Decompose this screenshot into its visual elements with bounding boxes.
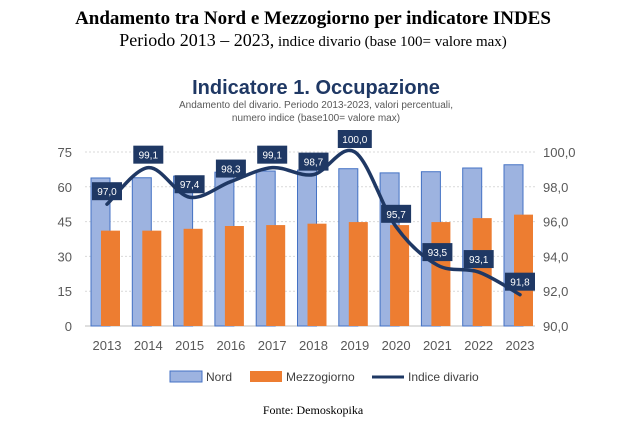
bar-mezzogiorno xyxy=(348,222,368,326)
data-label-box xyxy=(505,272,535,291)
legend-label-nord: Nord xyxy=(206,370,232,384)
x-axis-tick: 2020 xyxy=(382,338,411,353)
data-label-box xyxy=(92,182,122,201)
bar-mezzogiorno xyxy=(224,226,244,326)
data-label: 95,7 xyxy=(386,210,406,221)
legend-swatch-mezzogiorno xyxy=(250,371,282,382)
bar-mezzogiorno xyxy=(514,214,533,326)
x-axis-tick: 2015 xyxy=(175,338,204,353)
data-label: 100,0 xyxy=(342,135,367,146)
bar-mezzogiorno xyxy=(431,222,451,326)
data-label-box xyxy=(174,175,205,194)
data-label-box xyxy=(463,250,494,269)
x-axis-tick: 2022 xyxy=(464,338,493,353)
bar-mezzogiorno xyxy=(101,230,120,326)
right-axis-tick: 100,0 xyxy=(543,145,576,160)
left-axis-tick: 0 xyxy=(65,319,72,334)
data-label: 91,8 xyxy=(510,278,530,289)
left-axis-tick: 15 xyxy=(58,284,72,299)
right-axis-tick: 96,0 xyxy=(543,215,568,230)
left-axis-tick: 45 xyxy=(58,215,72,230)
chart-subtitle-2: numero indice (base100= valore max) xyxy=(232,113,400,124)
bar-mezzogiorno xyxy=(390,225,410,326)
bar-mezzogiorno xyxy=(142,230,162,326)
chart-subtitle-1: Andamento del divario. Periodo 2013-2023… xyxy=(179,100,453,111)
x-axis-tick: 2017 xyxy=(258,338,287,353)
legend: Nord Mezzogiorno Indice divario xyxy=(169,370,479,384)
chart: Indicatore 1. Occupazione Andamento del … xyxy=(58,77,576,384)
data-label: 97,4 xyxy=(180,180,200,191)
legend-label-mezzogiorno: Mezzogiorno xyxy=(286,370,355,384)
data-label: 98,3 xyxy=(221,165,241,176)
data-label-box xyxy=(337,130,372,148)
bar-mezzogiorno xyxy=(183,228,203,326)
data-label-box xyxy=(381,204,412,223)
data-label-box xyxy=(298,152,329,171)
chart-title: Indicatore 1. Occupazione xyxy=(192,77,440,99)
x-axis-tick: 2013 xyxy=(93,338,122,353)
x-axis-tick: 2021 xyxy=(423,338,452,353)
data-label: 99,1 xyxy=(139,151,159,162)
data-label-box xyxy=(215,159,246,178)
legend-swatch-nord xyxy=(169,370,203,383)
bar-mezzogiorno xyxy=(266,225,286,326)
data-label-box xyxy=(257,145,288,164)
data-label-box xyxy=(422,243,453,262)
data-label-box xyxy=(133,145,164,164)
x-axis-tick: 2023 xyxy=(506,338,535,353)
data-label: 99,1 xyxy=(262,151,282,162)
source-note: Fonte: Demoskopika xyxy=(262,403,364,417)
x-axis-tick: 2018 xyxy=(299,338,328,353)
data-label: 98,7 xyxy=(304,158,324,169)
left-axis-tick: 30 xyxy=(58,249,72,264)
right-axis-tick: 94,0 xyxy=(543,249,568,264)
x-axis-tick: 2019 xyxy=(340,338,369,353)
right-axis-tick: 98,0 xyxy=(543,180,568,195)
figure-title: Andamento tra Nord e Mezzogiorno per ind… xyxy=(75,8,551,29)
right-axis-tick: 92,0 xyxy=(543,284,568,299)
bar-mezzogiorno xyxy=(307,223,327,326)
right-axis-tick: 90,0 xyxy=(543,319,568,334)
subtitle-main: Periodo 2013 – 2023, xyxy=(119,30,275,50)
x-axis-tick: 2014 xyxy=(134,338,163,353)
data-label: 93,5 xyxy=(428,248,448,259)
left-axis-tick: 60 xyxy=(58,180,72,195)
x-axis-tick: 2016 xyxy=(216,338,245,353)
data-label: 97,0 xyxy=(97,187,117,198)
data-label: 93,1 xyxy=(469,255,489,266)
legend-label-indice: Indice divario xyxy=(408,370,479,384)
subtitle-small: indice divario (base 100= valore max) xyxy=(274,34,507,50)
left-axis-tick: 75 xyxy=(58,145,72,160)
figure-subtitle: Periodo 2013 – 2023, indice divario (bas… xyxy=(0,30,626,51)
